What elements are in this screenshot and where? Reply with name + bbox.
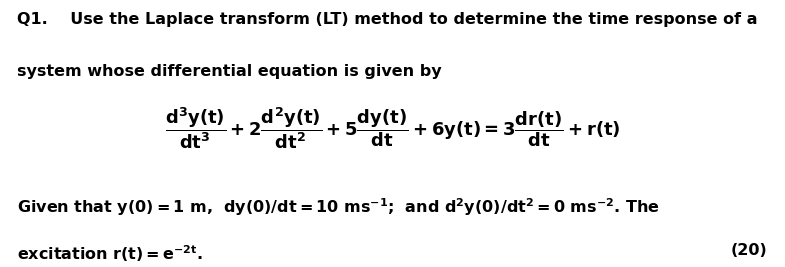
Text: (20): (20) [731,243,768,258]
Text: Q1.    Use the Laplace transform (LT) method to determine the time response of a: Q1. Use the Laplace transform (LT) metho… [17,12,758,27]
Text: excitation $\mathbf{r(t) = e^{-2t}}$.: excitation $\mathbf{r(t) = e^{-2t}}$. [17,243,203,264]
Text: system whose differential equation is given by: system whose differential equation is gi… [17,64,442,79]
Text: $\mathbf{\dfrac{d^3y(t)}{dt^3} + 2\dfrac{d^2y(t)}{dt^2} + 5\dfrac{dy(t)}{dt}+ 6y: $\mathbf{\dfrac{d^3y(t)}{dt^3} + 2\dfrac… [165,105,620,151]
Text: Given that $\mathbf{y(0) = 1}$ m,  $\mathbf{dy(0)/dt = 10}$ ms$\mathbf{^{-1}}$; : Given that $\mathbf{y(0) = 1}$ m, $\math… [17,196,660,218]
